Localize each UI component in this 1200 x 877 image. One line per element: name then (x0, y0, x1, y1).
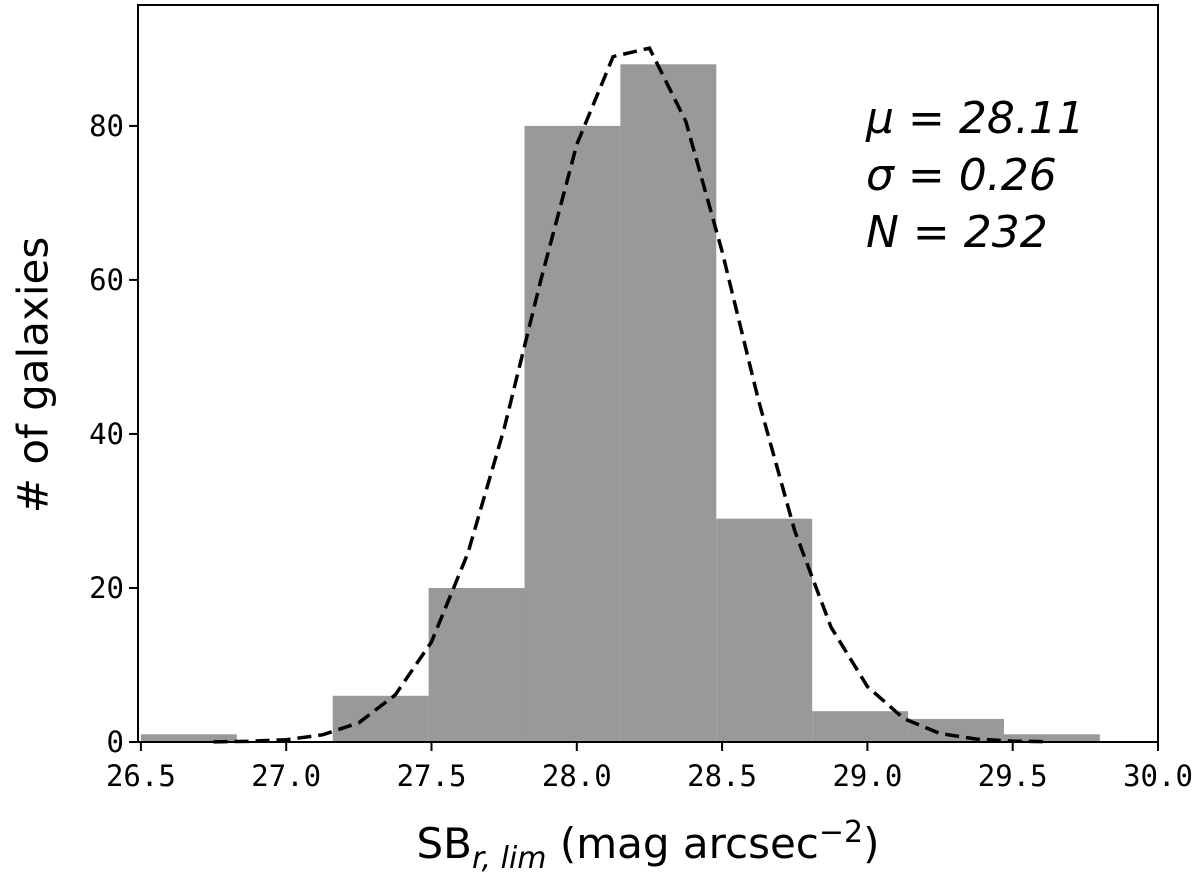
y-tick-label: 0 (107, 725, 124, 759)
bar (140, 734, 237, 742)
y-tick-label: 20 (89, 571, 124, 605)
x-tick-label: 29.5 (978, 759, 1048, 793)
x-tick-label: 28.5 (687, 759, 757, 793)
x-label-main: (mag arcsec (547, 819, 819, 868)
annotation: N = 232 (866, 207, 1048, 258)
y-tick-label: 40 (89, 417, 124, 451)
x-axis-label: SBr, lim (mag arcsec−2) (416, 815, 879, 876)
fit-curve (213, 46, 1050, 744)
bar (908, 718, 1004, 742)
x-label-base: SB (416, 819, 471, 868)
bar (524, 125, 621, 743)
bar (716, 518, 813, 742)
x-tick-label: 28.0 (542, 759, 612, 793)
x-tick-label: 26.5 (106, 759, 176, 793)
x-label-sub: r, lim (472, 841, 547, 876)
x-label-close: ) (863, 819, 879, 868)
bar (812, 711, 909, 742)
annotation: σ = 0.26 (866, 150, 1057, 201)
x-tick-label: 30.0 (1123, 759, 1193, 793)
y-tick-label: 80 (89, 109, 124, 143)
x-tick-label: 27.0 (251, 759, 321, 793)
y-tick-label: 60 (89, 263, 124, 297)
y-axis-label: # of galaxies (9, 237, 58, 513)
annotation: μ = 28.11 (865, 93, 1085, 144)
bar (332, 695, 429, 742)
plot-frame (137, 4, 1159, 743)
x-tick-label: 27.5 (397, 759, 467, 793)
bar (620, 64, 717, 743)
x-tick-label: 29.0 (832, 759, 902, 793)
bar (428, 587, 525, 742)
x-label-sup: −2 (819, 815, 863, 850)
bar (1003, 734, 1100, 742)
